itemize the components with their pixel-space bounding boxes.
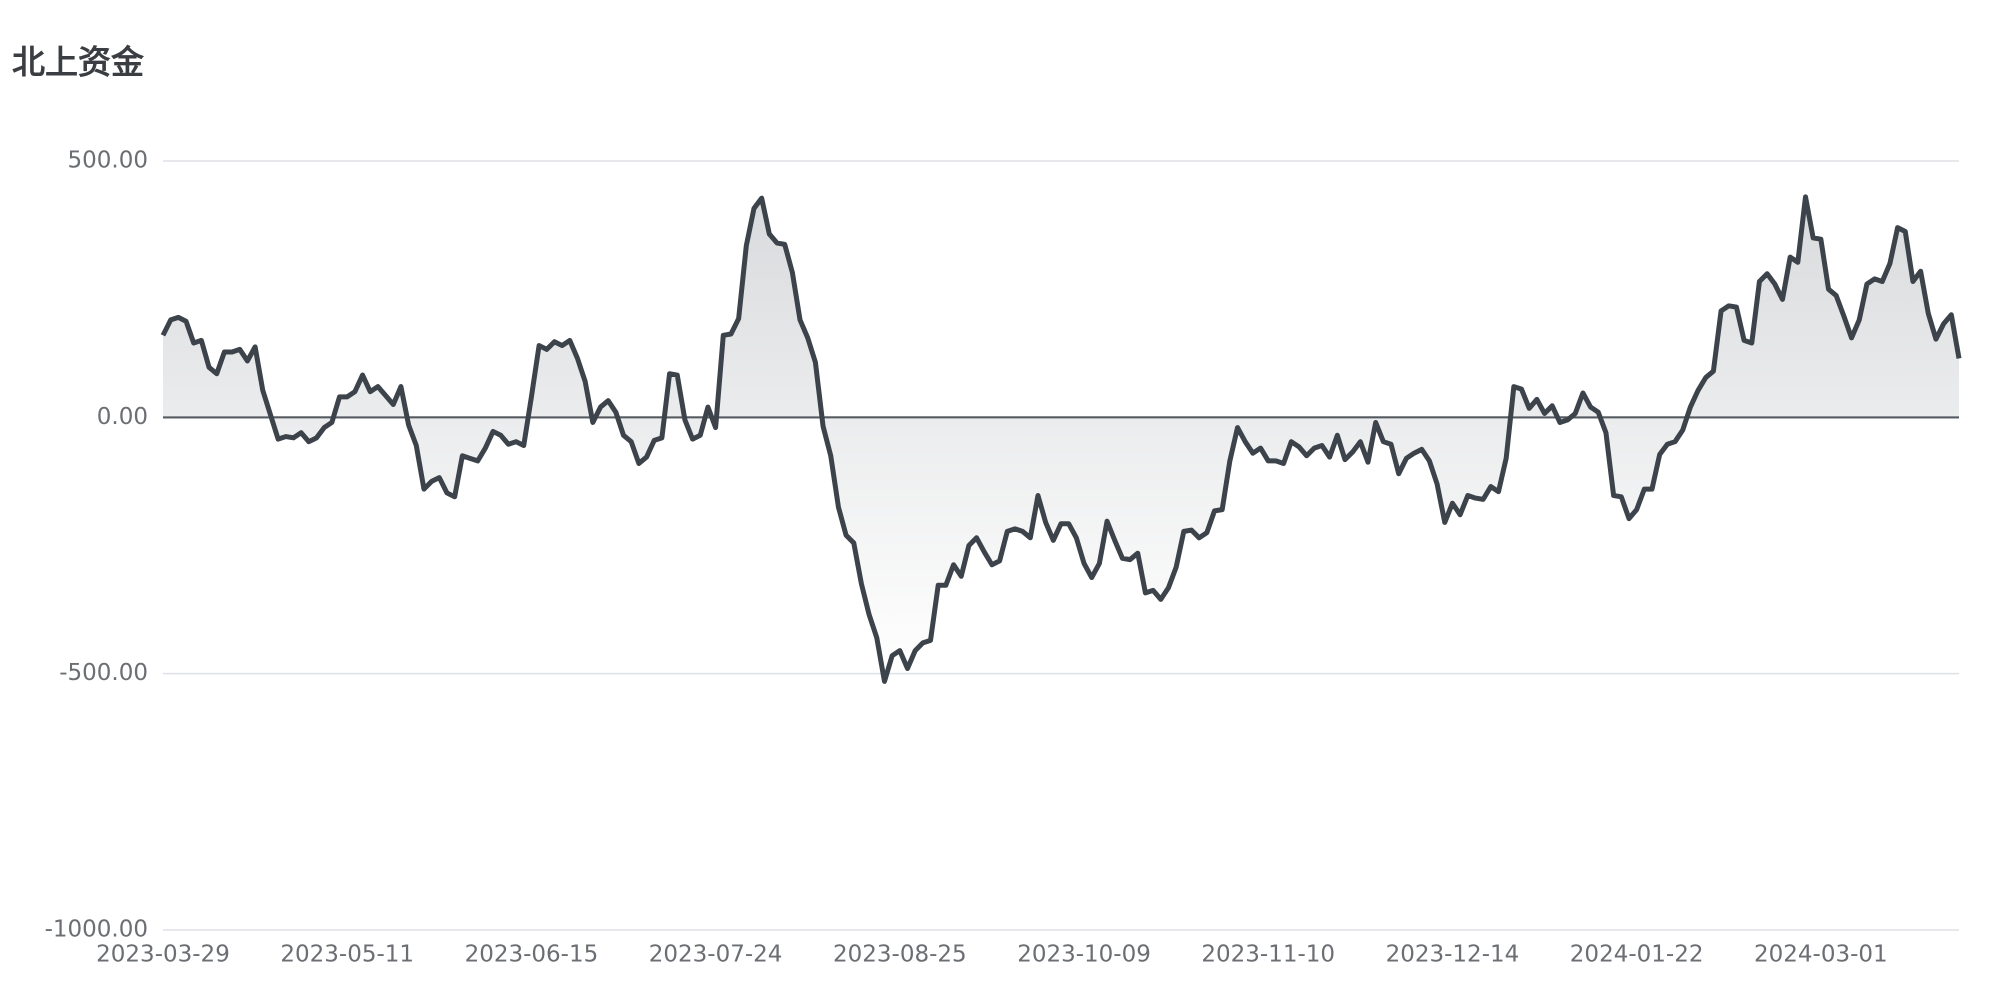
x-tick-label: 2023-08-25	[833, 942, 967, 968]
chart-title: 北上资金	[12, 43, 145, 82]
x-tick-label: 2023-07-24	[649, 942, 783, 968]
x-tick-label: 2024-03-01	[1754, 942, 1888, 968]
x-tick-label: 2023-06-15	[465, 942, 599, 968]
y-tick-label: -500.00	[59, 660, 148, 686]
y-tick-label: 0.00	[97, 404, 148, 430]
x-tick-label: 2023-03-29	[96, 942, 230, 968]
x-tick-label: 2023-05-11	[280, 942, 414, 968]
line	[160, 194, 1962, 684]
y-tick-label: 500.00	[68, 148, 148, 174]
x-tick-label: 2024-01-22	[1570, 942, 1704, 968]
x-tick-label: 2023-10-09	[1017, 942, 1151, 968]
x-tick-label: 2023-12-14	[1386, 942, 1520, 968]
x-tick-label: 2023-11-10	[1201, 942, 1335, 968]
area	[163, 196, 1959, 682]
y-tick-label: -1000.00	[45, 917, 148, 943]
